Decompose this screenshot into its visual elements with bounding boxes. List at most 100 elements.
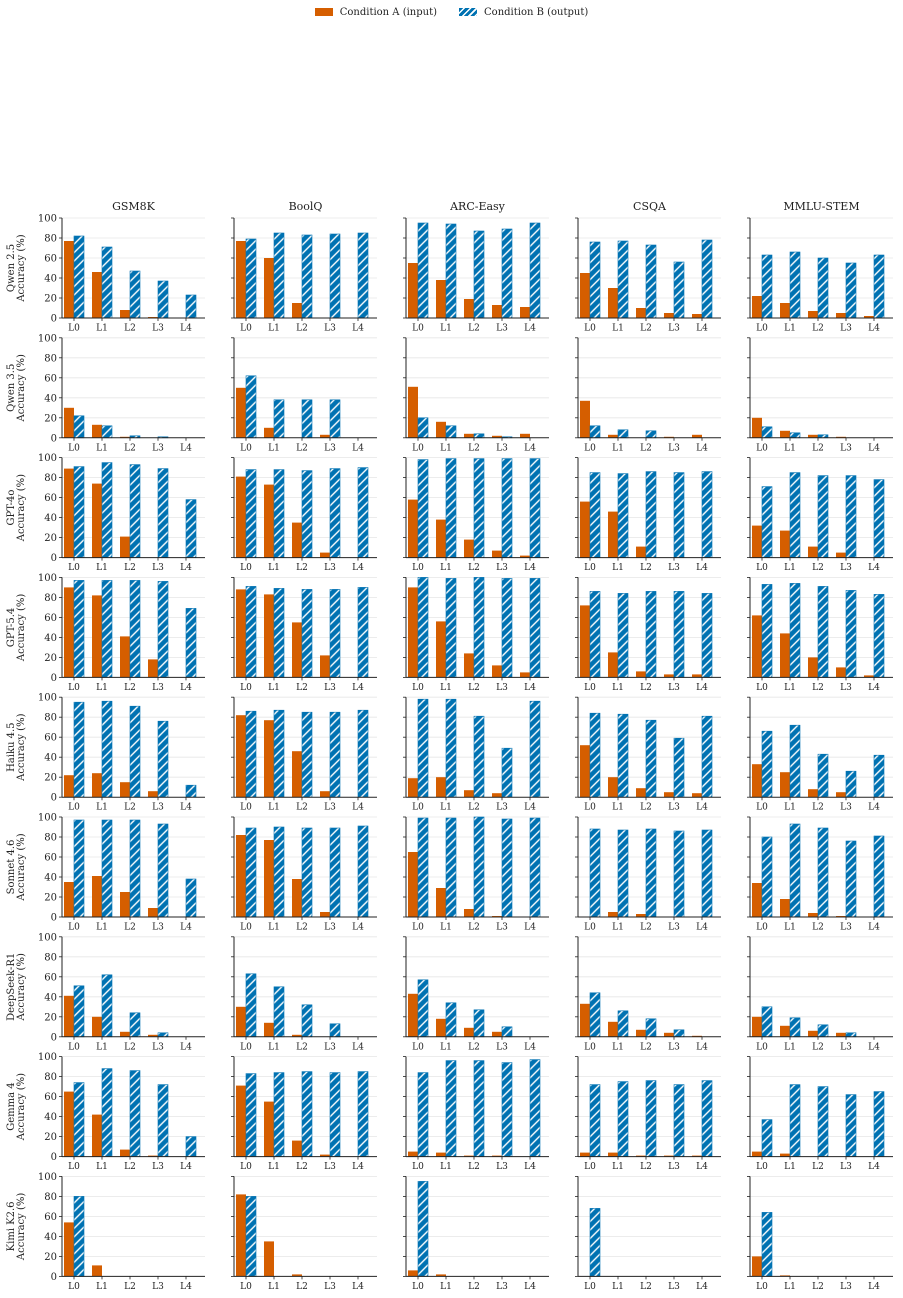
legend-entry-b: Condition B (output): [459, 7, 588, 18]
x-tick-label: L0: [756, 803, 768, 813]
bar-b-l2: [129, 1070, 141, 1157]
bar-b-l3: [673, 1084, 685, 1157]
bar-b-l3: [673, 261, 685, 319]
y-tick-label: 40: [44, 1232, 57, 1243]
x-tick-label: L2: [640, 563, 652, 573]
x-tick-label: L2: [468, 1282, 480, 1292]
bar-b-l4: [357, 467, 369, 558]
bar-a-l0: [408, 587, 418, 678]
x-tick-label: L0: [68, 803, 80, 813]
bar-a-l2: [808, 434, 818, 438]
x-tick-label: L3: [152, 443, 164, 453]
bar-b-l2: [645, 430, 657, 439]
bar-a-l0: [236, 1006, 246, 1037]
x-tick-label: L0: [240, 443, 252, 453]
panel-gpt-5-4-gsm8k: 0 20 40 60 80 100 L0 L1 L2 L3 L4: [38, 573, 205, 693]
bar-b-l4: [185, 608, 197, 678]
bar-a-l3: [148, 659, 158, 678]
bar-a-l3: [836, 1032, 846, 1037]
y-axis-label: Accuracy (%): [16, 474, 27, 542]
x-tick-label: L1: [96, 443, 108, 453]
bar-b-l4: [701, 829, 713, 918]
bar-b-l1: [617, 593, 629, 678]
x-tick-label: L4: [696, 1042, 708, 1052]
y-tick-label: 20: [44, 1012, 57, 1023]
x-tick-label: L0: [584, 803, 596, 813]
bar-b-l4: [873, 1091, 885, 1157]
x-tick-label: L0: [240, 1162, 252, 1172]
bar-b-l0: [589, 1084, 601, 1157]
x-tick-label: L3: [668, 803, 680, 813]
y-axis-label: Accuracy (%): [16, 1073, 27, 1141]
y-tick-label: 100: [38, 1172, 57, 1183]
x-tick-label: L1: [96, 563, 108, 573]
bar-a-l2: [120, 310, 130, 318]
bar-a-l0: [408, 778, 418, 798]
bar-a-l1: [264, 427, 274, 438]
x-tick-label: L4: [868, 324, 880, 334]
bar-b-l1: [445, 817, 457, 918]
bar-b-l0: [761, 486, 773, 558]
bar-a-l4: [692, 314, 702, 318]
x-tick-label: L1: [612, 803, 624, 813]
bar-a-l0: [236, 476, 246, 558]
y-tick-label: 40: [44, 753, 57, 764]
panel-kimi-k2-6-gsm8k: 0 20 40 60 80 100 L0 L1 L2 L3 L4: [38, 1172, 205, 1292]
y-tick-label: 100: [38, 932, 57, 943]
bar-b-l2: [817, 586, 829, 678]
x-tick-label: L3: [152, 563, 164, 573]
bar-b-l3: [329, 399, 341, 439]
bar-a-l0: [408, 1270, 418, 1277]
x-tick-label: L4: [868, 683, 880, 693]
bar-b-l1: [789, 472, 801, 558]
bar-a-l3: [320, 655, 330, 678]
y-tick-label: 20: [44, 653, 57, 664]
bar-a-l1: [264, 1241, 274, 1277]
x-tick-label: L2: [468, 563, 480, 573]
x-tick-label: L2: [468, 324, 480, 334]
bar-b-l2: [301, 589, 313, 678]
bar-b-l0: [73, 466, 85, 558]
bar-b-l0: [417, 1181, 429, 1277]
x-tick-label: L1: [784, 563, 796, 573]
bar-a-l0: [236, 835, 246, 917]
bar-a-l2: [292, 751, 302, 798]
x-tick-label: L3: [840, 563, 852, 573]
panel-qwen-2-5-mmlu-stem: L0 L1 L2 L3 L4: [747, 217, 893, 334]
x-tick-label: L0: [68, 443, 80, 453]
x-tick-label: L0: [412, 803, 424, 813]
bar-a-l2: [636, 788, 646, 798]
column-title-boolq: BoolQ: [289, 200, 323, 213]
x-tick-label: L1: [784, 803, 796, 813]
x-tick-label: L3: [668, 324, 680, 334]
bar-a-l4: [520, 307, 530, 318]
bar-b-l0: [417, 979, 429, 1038]
bar-b-l3: [501, 228, 513, 319]
bar-b-l2: [645, 1080, 657, 1157]
x-tick-label: L1: [268, 923, 280, 933]
bar-b-l3: [845, 1032, 857, 1038]
bar-b-l1: [445, 1060, 457, 1157]
x-tick-label: L3: [324, 803, 336, 813]
bar-a-l1: [264, 840, 274, 917]
x-tick-label: L1: [440, 563, 452, 573]
bar-b-l2: [645, 244, 657, 319]
x-tick-label: L0: [412, 324, 424, 334]
x-tick-label: L3: [668, 1282, 680, 1292]
bar-b-l1: [617, 829, 629, 918]
x-tick-label: L0: [412, 563, 424, 573]
x-tick-label: L1: [440, 324, 452, 334]
x-tick-label: L4: [868, 803, 880, 813]
x-tick-label: L1: [612, 324, 624, 334]
bar-a-l3: [492, 305, 502, 318]
panel-qwen-2-5-csqa: L0 L1 L2 L3 L4: [575, 217, 721, 334]
bar-b-l0: [589, 241, 601, 319]
bar-b-l4: [185, 878, 197, 918]
panel-deepseek-r1-boolq: L0 L1 L2 L3 L4: [231, 936, 377, 1052]
x-tick-label: L1: [96, 1162, 108, 1172]
x-tick-label: L0: [68, 923, 80, 933]
panel-kimi-k2-6-mmlu-stem: L0 L1 L2 L3 L4: [747, 1176, 893, 1292]
bar-b-l1: [101, 819, 113, 918]
bar-a-l1: [780, 303, 790, 318]
bar-a-l0: [408, 499, 418, 558]
